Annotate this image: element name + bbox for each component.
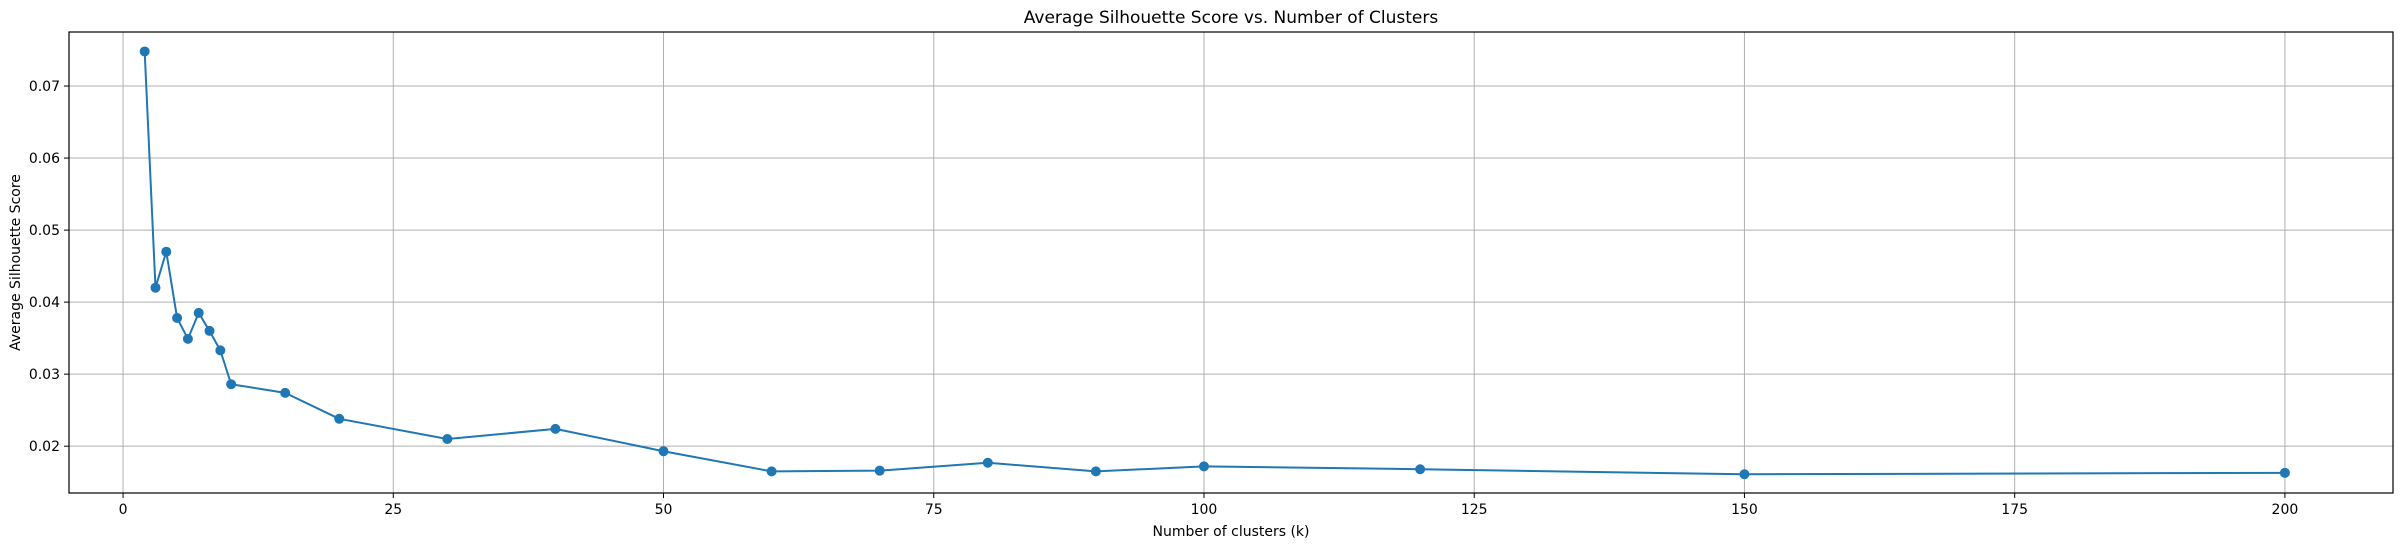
data-point	[193, 307, 204, 318]
data-point	[161, 246, 172, 257]
data-point	[172, 312, 183, 323]
y-axis-label: Average Silhouette Score	[8, 174, 24, 351]
x-tick-label: 175	[2001, 502, 2028, 518]
data-point	[1198, 461, 1209, 472]
y-tick-label: 0.04	[29, 295, 60, 311]
x-axis-ticks: 0 25 50 75 100 125 150 175 200	[119, 493, 2299, 518]
series-markers	[139, 46, 2290, 480]
y-axis-ticks: 0.02 0.03 0.04 0.05 0.06 0.07	[29, 79, 69, 455]
x-tick-label: 100	[1191, 502, 1218, 518]
data-point	[874, 465, 885, 476]
y-tick-label: 0.06	[29, 151, 60, 167]
data-point	[550, 423, 561, 434]
data-point	[182, 333, 193, 344]
data-point	[2279, 467, 2290, 478]
x-tick-label: 25	[384, 502, 402, 518]
data-point	[139, 46, 150, 57]
data-point	[658, 446, 669, 457]
series-line-group	[143, 51, 2285, 476]
data-point	[982, 457, 993, 468]
data-point	[280, 387, 291, 398]
data-point	[334, 413, 345, 424]
y-tick-label: 0.05	[29, 223, 60, 239]
data-point	[1739, 469, 1750, 480]
chart-title: Average Silhouette Score vs. Number of C…	[1024, 8, 1439, 28]
data-point	[226, 379, 237, 390]
data-point	[150, 282, 161, 293]
data-point	[766, 466, 777, 477]
y-tick-label: 0.02	[29, 439, 60, 455]
x-tick-label: 150	[1731, 502, 1758, 518]
data-point	[1415, 464, 1426, 475]
x-tick-label: 0	[119, 502, 128, 518]
data-point	[215, 345, 226, 356]
x-tick-label: 75	[925, 502, 943, 518]
x-tick-label: 50	[655, 502, 673, 518]
x-tick-label: 125	[1461, 502, 1488, 518]
data-point	[1090, 466, 1101, 477]
y-tick-label: 0.07	[29, 79, 60, 95]
data-point	[204, 325, 215, 336]
x-tick-label: 200	[2272, 502, 2299, 518]
data-point	[442, 433, 453, 444]
plot-frame	[68, 31, 2394, 494]
series-line	[143, 51, 2285, 476]
y-tick-label: 0.03	[29, 367, 60, 383]
grid	[69, 32, 2393, 493]
x-axis-label: Number of clusters (k)	[1152, 524, 1309, 540]
